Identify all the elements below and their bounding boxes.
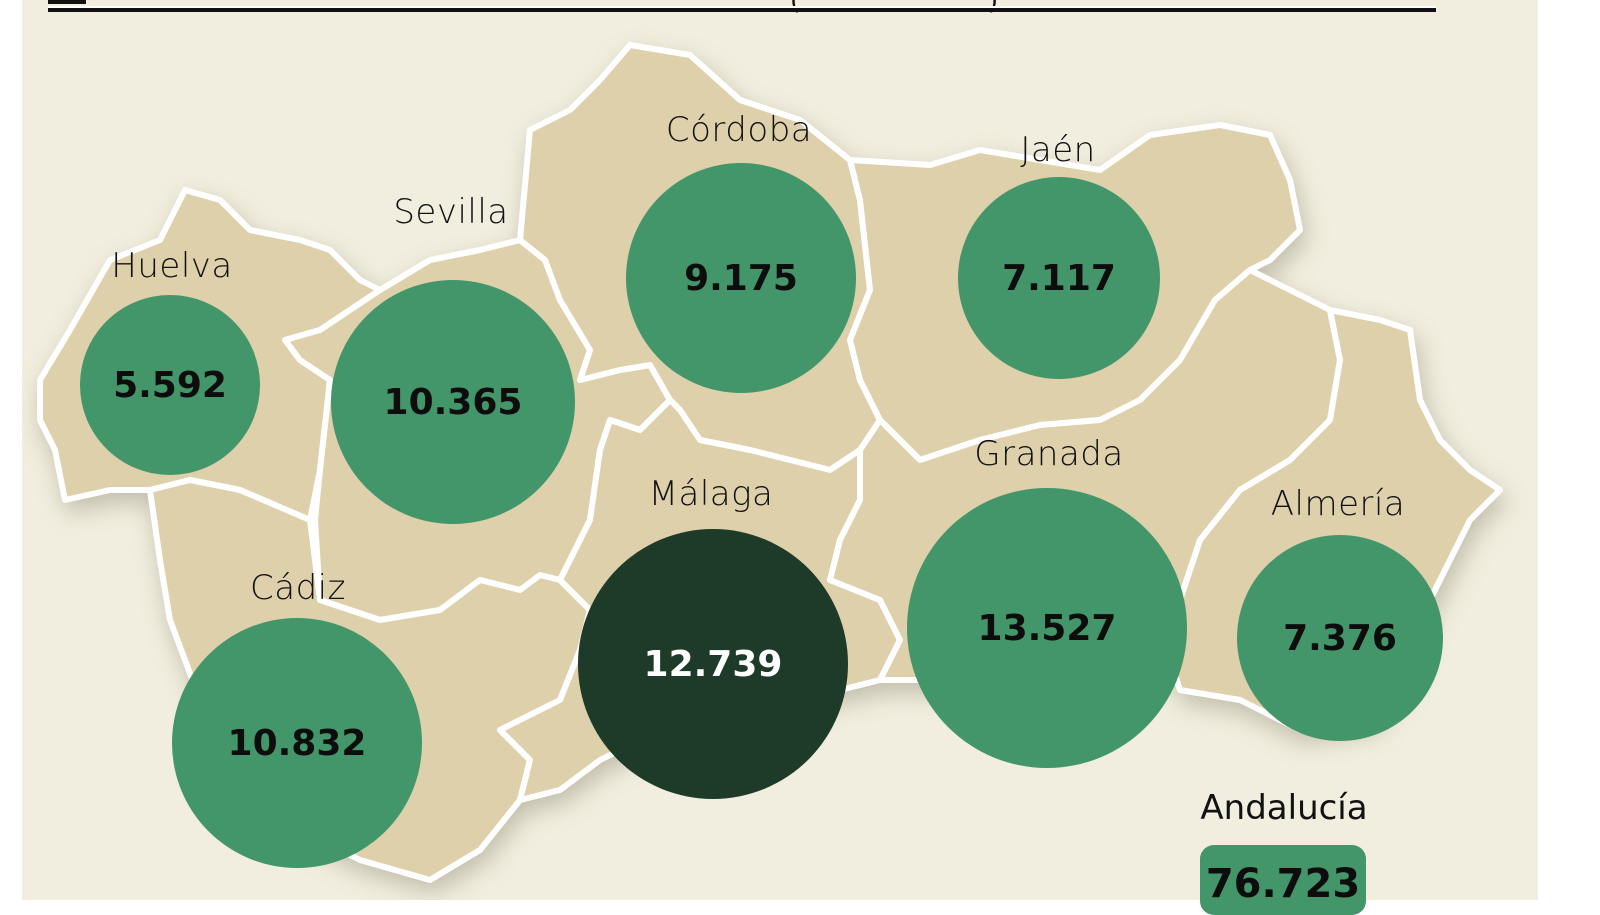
bubble-huelva[interactable]: 5.592 xyxy=(80,295,260,475)
value-almeria: 7.376 xyxy=(1283,617,1397,659)
label-granada: Granada xyxy=(974,434,1124,474)
label-cadiz: Cádiz xyxy=(250,568,346,608)
total-badge: 76.723 xyxy=(1200,845,1366,915)
label-malaga: Málaga xyxy=(648,474,774,514)
value-malaga: 12.739 xyxy=(643,643,783,685)
label-sevilla: Sevilla xyxy=(393,192,509,232)
value-cordoba: 9.175 xyxy=(684,257,798,299)
bubble-granada[interactable]: 13.527 xyxy=(907,488,1187,768)
header-mark xyxy=(48,0,86,4)
value-jaen: 7.117 xyxy=(1002,257,1116,299)
label-jaen: Jaén xyxy=(1020,130,1096,170)
total-value: 76.723 xyxy=(1205,861,1361,907)
value-cadiz: 10.832 xyxy=(227,722,367,764)
label-huelva: Huelva xyxy=(111,246,233,286)
bubble-cadiz[interactable]: 10.832 xyxy=(172,618,422,868)
value-sevilla: 10.365 xyxy=(383,381,523,423)
bubble-almeria[interactable]: 7.376 xyxy=(1237,535,1443,741)
value-huelva: 5.592 xyxy=(113,364,227,406)
label-almeria: Almería xyxy=(1270,484,1406,524)
label-cordoba: Córdoba xyxy=(665,110,813,150)
bubble-cordoba[interactable]: 9.175 xyxy=(626,163,856,393)
bubble-sevilla[interactable]: 10.365 xyxy=(331,280,575,524)
total-label: Andalucía xyxy=(1200,788,1368,828)
bubble-jaen[interactable]: 7.117 xyxy=(958,177,1160,379)
value-granada: 13.527 xyxy=(977,607,1117,649)
header-rule xyxy=(48,8,1436,12)
bubble-malaga[interactable]: 12.739 xyxy=(578,529,848,799)
